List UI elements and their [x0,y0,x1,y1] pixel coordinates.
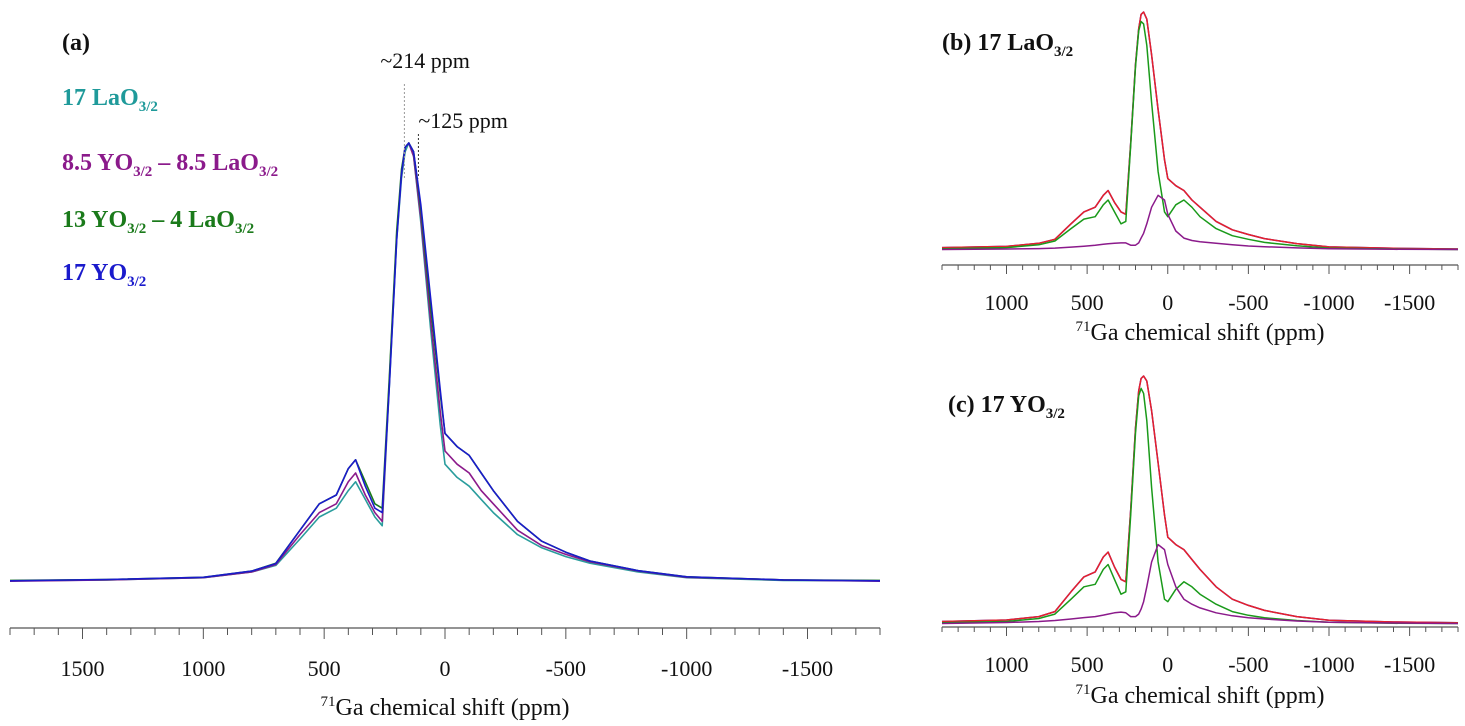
x-tick-label: 1500 [61,656,105,681]
x-tick-label: 0 [1162,290,1173,315]
x-axis-label: 71Ga chemical shift (ppm) [1076,319,1325,346]
annotation-label: ~125 ppm [418,108,508,133]
x-axis-label-superscript: 71 [321,694,336,710]
legend-text: 8.5 YO [62,150,133,176]
annotation-label: ~214 ppm [380,48,470,73]
series-line-2 [9,142,881,582]
series-line-1 [941,11,1459,250]
series-line-0 [9,142,881,582]
legend-text: – 8.5 LaO [152,150,259,176]
x-axis-label-text: Ga chemical shift (ppm) [336,695,570,721]
x-tick-label: -1000 [1303,652,1354,677]
legend-text: – 4 LaO [146,207,235,233]
panel-label-text: (c) 17 YO [948,392,1046,418]
panel-c: 1000 500 0 -500 -1000 -1500 71Ga chemical shif… [941,375,1459,709]
series-line-3 [941,194,1459,251]
legend-subscript: 3/2 [133,164,152,180]
panel-a: 1500 1000 500 0 -500 -1000 -1500 71Ga chemical … [9,30,881,721]
series-line-1 [941,375,1459,624]
x-tick-label: 500 [308,656,341,681]
x-axis-label: 71Ga chemical shift (ppm) [1076,682,1325,709]
panel-label-text: (b) 17 LaO [942,30,1054,56]
x-tick-label: 500 [1071,652,1104,677]
x-tick-label: -500 [546,656,586,681]
x-tick-label: -1500 [1384,652,1435,677]
x-tick-label: -500 [1228,290,1268,315]
legend-subscript: 3/2 [259,164,278,180]
series-line-2 [941,387,1459,625]
legend-subscript: 3/2 [127,221,146,237]
panel-b: 1000 500 0 -500 -1000 -1500 71Ga chemical shif… [941,11,1459,346]
series-line-3 [941,543,1459,625]
series-line-3 [9,142,881,582]
panel-label-subscript: 3/2 [1046,406,1065,422]
x-tick-label: 1000 [985,290,1029,315]
panel-label: (a) [62,30,90,56]
legend-subscript: 3/2 [235,221,254,237]
x-tick-label: 1000 [985,652,1029,677]
legend-subscript: 3/2 [127,274,146,290]
x-axis-label-superscript: 71 [1076,319,1091,335]
legend-entry: 17 YO3/2 [62,260,146,290]
x-axis-label-superscript: 71 [1076,682,1091,698]
x-tick-label: 1000 [181,656,225,681]
panel-label-subscript: 3/2 [1054,44,1073,60]
x-axis-label-text: Ga chemical shift (ppm) [1091,320,1325,346]
x-tick-label: 0 [1162,652,1173,677]
x-axis-label: 71Ga chemical shift (ppm) [321,694,570,721]
x-tick-label: -1500 [782,656,833,681]
x-tick-label: -1000 [1303,290,1354,315]
legend-text: 17 YO [62,260,127,286]
legend-subscript: 3/2 [139,99,158,115]
x-tick-label: 0 [440,656,451,681]
legend-entry: 8.5 YO3/2 – 8.5 LaO3/2 [62,150,278,180]
x-tick-label: -1000 [661,656,712,681]
panel-label-text: (a) [62,30,90,56]
legend-text: 17 LaO [62,85,139,111]
x-tick-label: -500 [1228,652,1268,677]
series-line-2 [941,20,1459,251]
panel-label: (c) 17 YO3/2 [948,392,1065,422]
series-line-1 [9,142,881,582]
legend-entry: 17 LaO3/2 [62,85,158,115]
x-axis-label-text: Ga chemical shift (ppm) [1091,683,1325,709]
x-tick-label: 500 [1071,290,1104,315]
x-tick-label: -1500 [1384,290,1435,315]
panel-label: (b) 17 LaO3/2 [942,30,1073,60]
legend-entry: 13 YO3/2 – 4 LaO3/2 [62,207,254,237]
legend-text: 13 YO [62,207,127,233]
